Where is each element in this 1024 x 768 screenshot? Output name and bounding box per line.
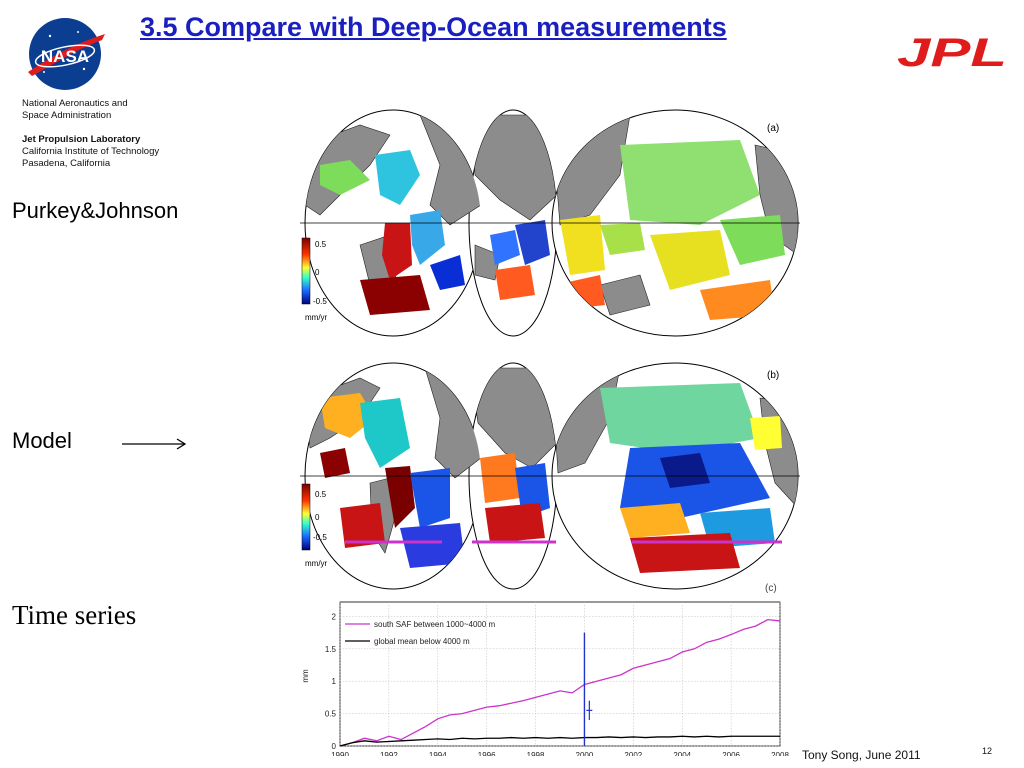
org-line-2: Space Administration <box>22 110 112 121</box>
nasa-logo-text: NASA <box>41 47 89 66</box>
colorbar-tick: 0.5 <box>315 490 327 499</box>
legend-label-south-saf: south SAF between 1000~4000 m <box>374 620 496 629</box>
series-line-south-saf <box>339 618 781 747</box>
colorbar-b <box>301 483 311 551</box>
label-time-series: Time series <box>12 600 137 630</box>
colorbar-unit: mm/yr <box>305 559 328 568</box>
colorbar-tick: 0 <box>315 513 320 522</box>
x-tick-label: 1996 <box>478 751 496 756</box>
colorbar-tick: 0 <box>315 268 320 277</box>
page-number: 12 <box>982 746 993 756</box>
colorbar-a <box>301 237 311 305</box>
label-purkey-johnson: Purkey&Johnson <box>12 198 179 223</box>
y-tick-label: 0 <box>332 742 337 751</box>
y-axis-label: mm <box>301 669 310 683</box>
lab-line-1: Jet Propulsion Laboratory <box>22 134 141 145</box>
map-panel-a: 0.5 0 -0.5 mm/yr (a) <box>300 109 800 337</box>
panel-label-a: (a) <box>767 123 779 134</box>
plot-frame <box>339 601 781 747</box>
series-line-global <box>339 735 780 747</box>
legend-label-global: global mean below 4000 m <box>374 637 470 646</box>
panel-label-c: (c) <box>765 583 777 594</box>
x-tick-label: 1990 <box>331 751 349 756</box>
right-arrow-icon <box>122 438 187 450</box>
x-tick-label: 2002 <box>624 751 642 756</box>
jpl-logo-text: JPL <box>897 32 1007 72</box>
y-tick-label: 1 <box>332 677 337 686</box>
lab-line-3: Pasadena, California <box>22 158 111 169</box>
slide-title: 3.5 Compare with Deep-Ocean measurements <box>140 12 727 42</box>
label-model: Model <box>12 428 72 453</box>
y-tick-label: 2 <box>332 612 337 621</box>
x-tick-label: 1992 <box>380 751 398 756</box>
y-tick-label: 0.5 <box>325 710 337 719</box>
nasa-logo: NASA <box>28 18 105 90</box>
x-tick-label: 2000 <box>576 751 594 756</box>
org-line-1: National Aeronautics and <box>22 98 128 109</box>
x-tick-label: 1994 <box>429 751 447 756</box>
lab-name: Jet Propulsion Laboratory California Ins… <box>22 134 159 170</box>
y-tick-label: 1.5 <box>325 645 337 654</box>
colorbar-unit: mm/yr <box>305 313 328 322</box>
jpl-logo: JPL <box>897 32 1007 72</box>
lab-line-2: California Institute of Technology <box>22 146 160 157</box>
colorbar-tick: -0.5 <box>313 533 327 542</box>
legend: south SAF between 1000~4000 m global mea… <box>345 620 496 646</box>
x-tick-label: 2004 <box>673 751 691 756</box>
colorbar-tick: 0.5 <box>315 240 327 249</box>
org-name: National Aeronautics and Space Administr… <box>22 98 128 122</box>
x-tick-label: 2008 <box>771 751 789 756</box>
time-series-chart: 1990 1992 1994 1996 1998 2000 2002 2004 2006 2008… <box>301 583 789 756</box>
x-tick-label: 2006 <box>722 751 740 756</box>
colorbar-tick: -0.5 <box>313 297 327 306</box>
panel-label-b: (b) <box>767 370 779 381</box>
footer-author: Tony Song, June 2011 <box>802 748 921 762</box>
x-tick-label: 1998 <box>527 751 545 756</box>
map-panel-b: 0.5 0 -0.5 mm/yr (b) <box>300 362 800 590</box>
